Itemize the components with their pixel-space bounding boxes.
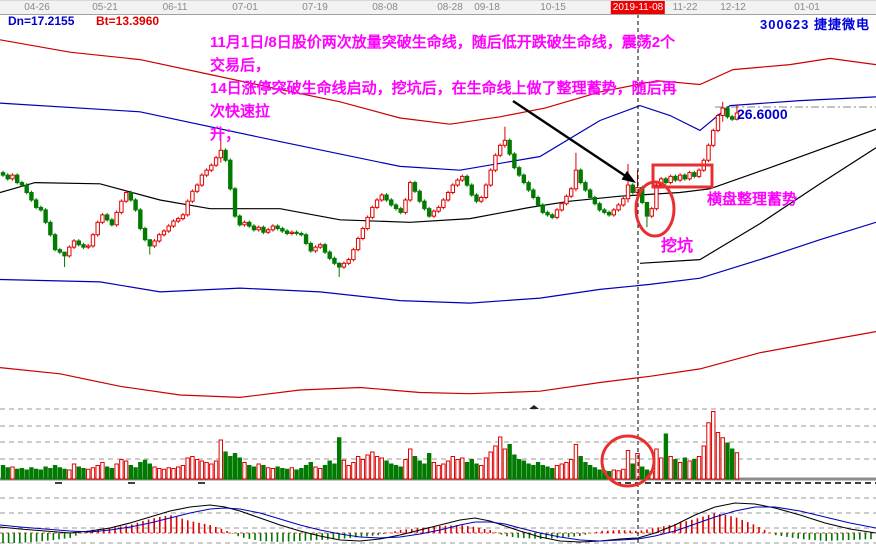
band-lines-layer <box>0 39 876 399</box>
bt-value-label: Bt=13.3960 <box>96 14 160 28</box>
axis-date-label: 04-26 <box>24 2 50 13</box>
volume-bars-layer <box>0 411 740 480</box>
last-price-tag: 26.6000 <box>737 106 788 122</box>
annotation-note-text: 11月1日/8日股价两次放量突破生命线，随后低开跌破生命线，震荡2个交易后， 14… <box>210 34 677 143</box>
axis-date-label: 01-01 <box>794 2 820 13</box>
dn-value-label: Dn=17.2155 <box>8 14 75 28</box>
axis-date-label: 12-12 <box>720 2 746 13</box>
annotation-consolidation-label: 横盘整理蓄势 <box>707 191 798 208</box>
arrow-annotation <box>621 171 636 183</box>
indicator-info-row: Dn=17.2155 Bt=13.3960 300623 捷捷微电 <box>0 14 876 32</box>
axis-date-label: 07-19 <box>302 2 328 13</box>
axis-date-label: 05-21 <box>92 2 118 13</box>
pit-circle-annotation <box>634 180 676 238</box>
axis-date-label: 07-01 <box>232 2 258 13</box>
volume-circle-annotation <box>600 434 656 488</box>
axis-date-label: 08-28 <box>437 2 463 13</box>
axis-date-label: 08-08 <box>372 2 398 13</box>
annotation-pit-label: 挖坑 <box>661 238 694 255</box>
axis-date-label: 10-15 <box>540 2 566 13</box>
macd-layer <box>0 502 876 543</box>
axis-date-label-cursor: 2019-11-08 <box>610 1 666 14</box>
date-axis-bar: 04-26 05-21 06-11 07-01 07-19 08-08 08-28 09-18… <box>0 0 876 15</box>
consolidation-box-annotation <box>651 163 714 189</box>
triangle-marker-icon <box>529 405 539 409</box>
axis-date-label: 11-22 <box>672 2 698 13</box>
axis-date-label: 06-11 <box>162 2 188 13</box>
stock-code-name-label: 300623 捷捷微电 <box>760 17 870 32</box>
annotation-shapes-layer <box>512 100 714 488</box>
axis-date-label: 09-18 <box>474 2 500 13</box>
